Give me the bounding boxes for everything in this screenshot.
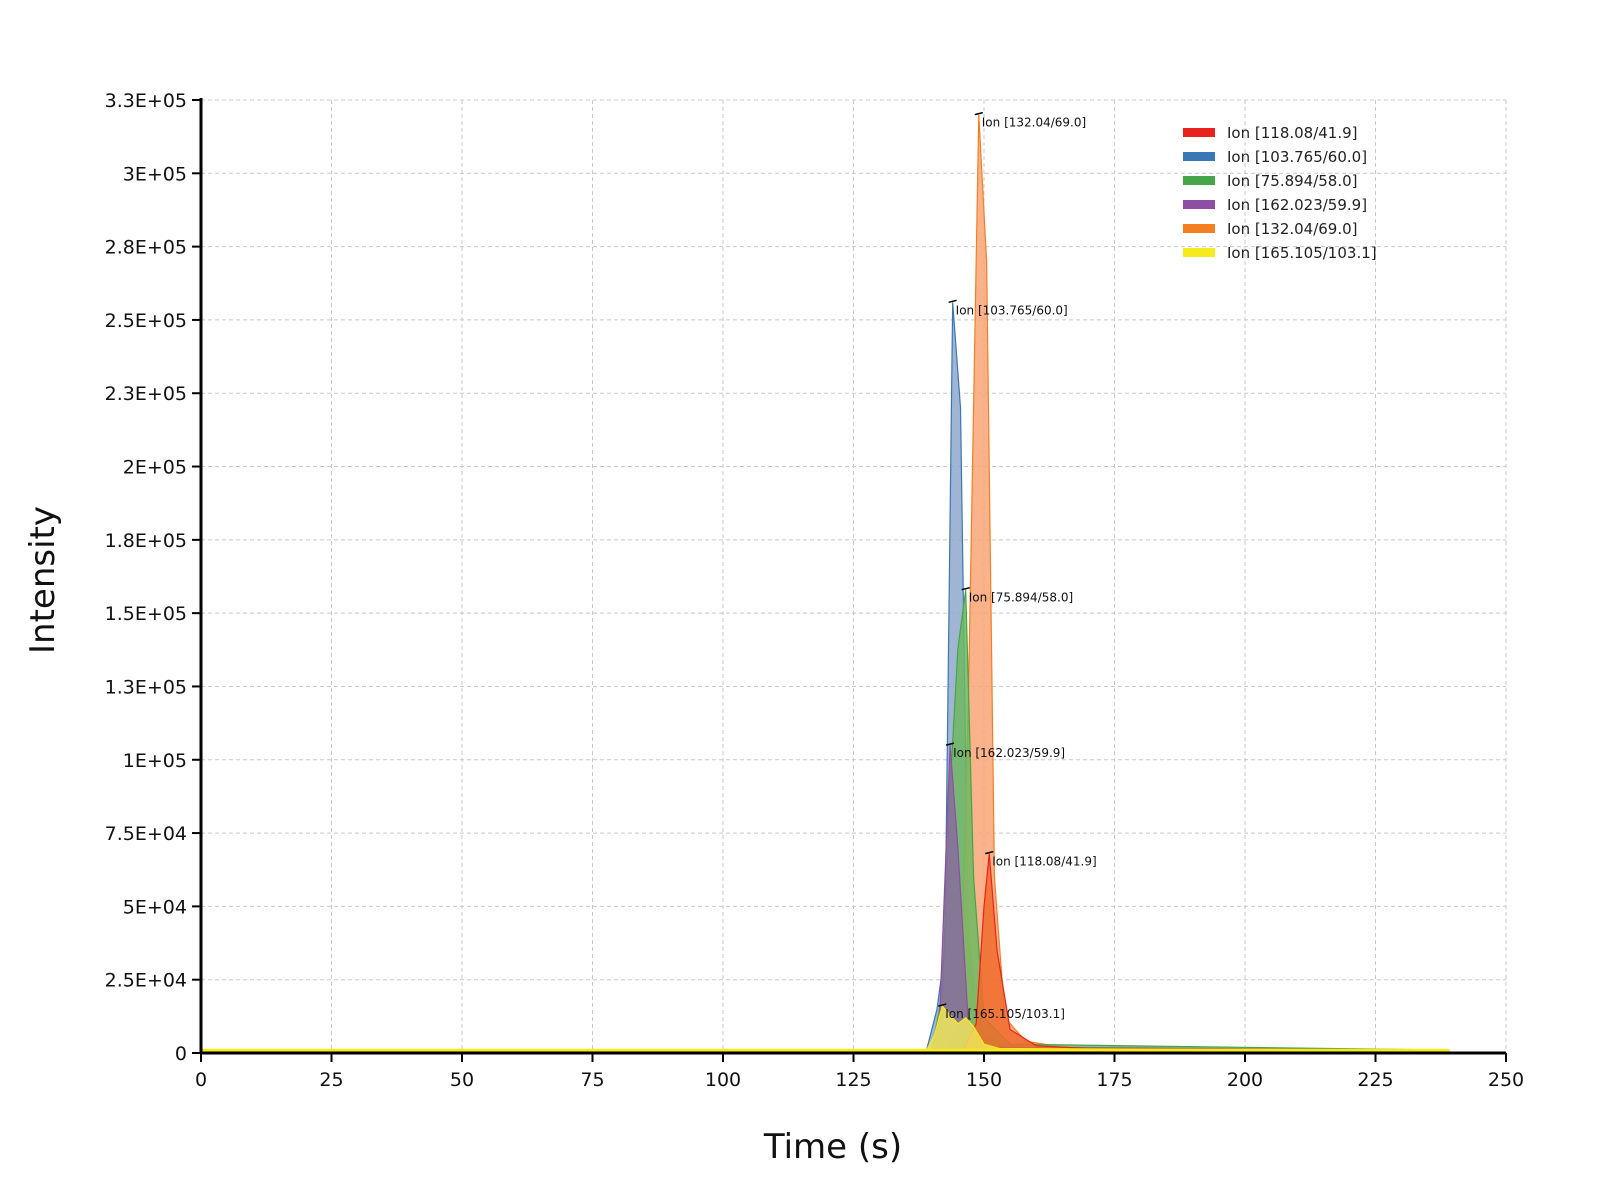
legend-swatch <box>1183 200 1215 209</box>
x-tick-label: 150 <box>966 1069 1002 1091</box>
y-axis-title: Intensity <box>23 506 63 654</box>
y-tick-label: 0 <box>175 1043 187 1065</box>
legend-entry[interactable]: Ion [103.765/60.0] <box>1227 148 1367 166</box>
peak-marker <box>949 300 957 302</box>
peak-marker <box>975 113 983 115</box>
x-tick-label: 175 <box>1096 1069 1132 1091</box>
legend-swatch <box>1183 248 1215 257</box>
y-tick-label: 3.3E+05 <box>105 90 187 112</box>
y-tick-label: 1.8E+05 <box>105 530 187 552</box>
x-ticks: 0 25 50 75 100 125 150 175 200 225 250 <box>195 1053 1524 1091</box>
y-tick-label: 2.5E+05 <box>105 310 187 332</box>
peak-label: Ion [132.04/69.0] <box>982 116 1086 130</box>
y-tick-label: 3E+05 <box>123 163 187 185</box>
legend[interactable]: Ion [118.08/41.9] Ion [103.765/60.0] Ion [… <box>1183 124 1377 262</box>
series-area <box>201 590 1449 1053</box>
y-tick-label: 2.3E+05 <box>105 383 187 405</box>
x-tick-label: 50 <box>450 1069 474 1091</box>
x-tick-label: 125 <box>835 1069 871 1091</box>
legend-entry[interactable]: Ion [118.08/41.9] <box>1227 124 1358 142</box>
legend-swatch <box>1183 152 1215 161</box>
peak-label: Ion [118.08/41.9] <box>992 855 1096 869</box>
series-area <box>201 854 1449 1053</box>
x-tick-label: 100 <box>705 1069 741 1091</box>
series-area <box>201 745 1449 1053</box>
grid <box>201 100 1506 1053</box>
x-tick-label: 200 <box>1227 1069 1263 1091</box>
y-tick-label: 1E+05 <box>123 750 187 772</box>
y-tick-label: 2E+05 <box>123 457 187 479</box>
x-tick-label: 75 <box>580 1069 604 1091</box>
peak-label: Ion [165.105/103.1] <box>945 1007 1065 1021</box>
series-area <box>201 302 1449 1053</box>
x-tick-label: 225 <box>1357 1069 1393 1091</box>
x-axis-title: Time (s) <box>763 1127 902 1167</box>
legend-entry[interactable]: Ion [162.023/59.9] <box>1227 196 1367 214</box>
y-tick-label: 5E+04 <box>123 896 187 918</box>
legend-swatch <box>1183 176 1215 185</box>
y-tick-label: 2.5E+04 <box>105 970 187 992</box>
legend-entry[interactable]: Ion [75.894/58.0] <box>1227 172 1358 190</box>
y-tick-label: 1.3E+05 <box>105 676 187 698</box>
legend-swatch <box>1183 224 1215 233</box>
y-tick-label: 7.5E+04 <box>105 823 187 845</box>
y-tick-label: 2.8E+05 <box>105 237 187 259</box>
legend-entry[interactable]: Ion [132.04/69.0] <box>1227 220 1358 238</box>
peak-label: Ion [162.023/59.9] <box>953 746 1065 760</box>
peak-label: Ion [75.894/58.0] <box>969 591 1073 605</box>
y-tick-label: 1.5E+05 <box>105 603 187 625</box>
x-tick-label: 25 <box>319 1069 343 1091</box>
legend-entry[interactable]: Ion [165.105/103.1] <box>1227 244 1377 262</box>
peak-label: Ion [103.765/60.0] <box>956 303 1068 317</box>
y-ticks: 0 2.5E+04 5E+04 7.5E+04 1E+05 1.3E+05 1.5E+05 1… <box>105 90 201 1065</box>
x-tick-label: 0 <box>195 1069 207 1091</box>
legend-swatch <box>1183 128 1215 137</box>
series-area <box>201 1006 1449 1053</box>
x-tick-label: 250 <box>1488 1069 1524 1091</box>
